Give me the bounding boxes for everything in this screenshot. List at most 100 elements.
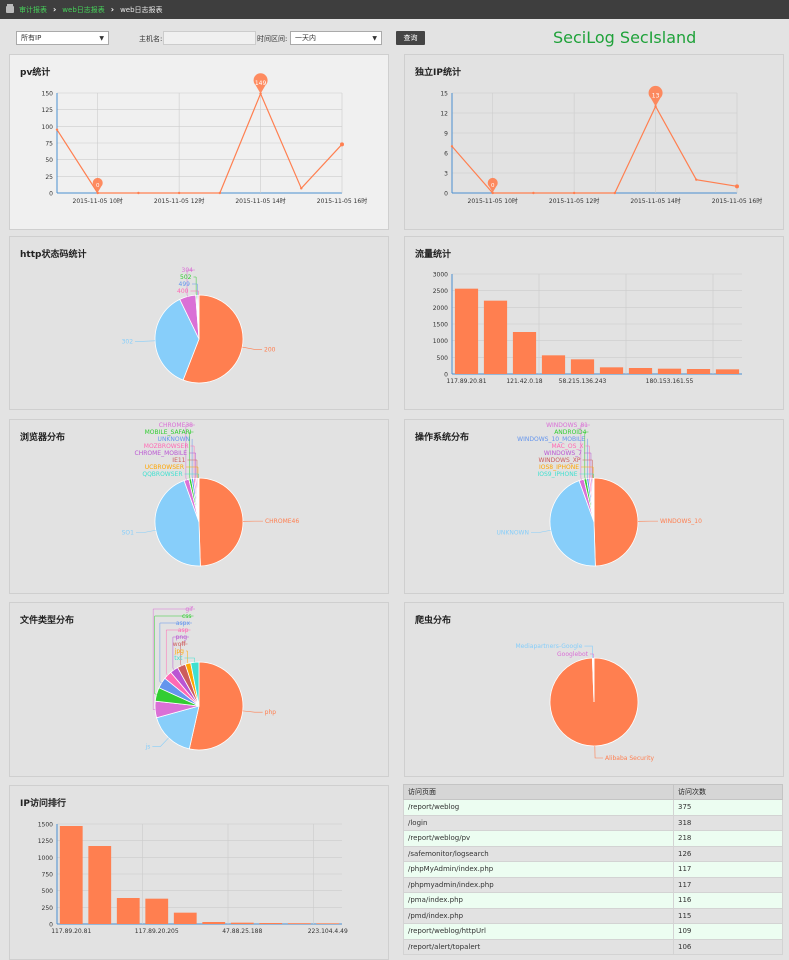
panel-title: 流量统计 [415,250,452,260]
y-tick-label: 1500 [433,322,448,329]
brand-logo-text: SeciLog SecIsland [553,28,697,47]
slice-label: js [145,744,151,751]
panel-title: 爬虫分布 [415,616,452,626]
source-select-value: 所有IP [21,34,42,42]
slice-label: WINDOWS_10 [660,518,702,525]
y-tick-label: 50 [45,157,53,164]
y-tick-label: 1250 [38,838,53,845]
table-cell-page[interactable]: /login [403,814,674,831]
slice-label: UNKNOWN [497,529,529,536]
slice-label: MOBILE_SAFARI [145,429,192,436]
label-leader [192,283,198,296]
column-header-page[interactable]: 访问页面 [403,784,674,800]
table-cell-page[interactable]: /report/weblog/pv [403,830,674,847]
pie-slice [593,477,639,567]
source-select[interactable]: 所有IP ▼ [16,31,109,45]
x-tick-label: 58.215.136.243 [559,378,607,385]
y-tick-label: 1000 [433,338,448,345]
slice-label: WINDOWS_XP [538,457,580,464]
label-leader [530,529,551,533]
table-cell-page[interactable]: /report/weblog/httpUrl [403,923,674,940]
label-leader [187,459,198,479]
label-leader [584,452,592,479]
label-leader [594,745,604,759]
os-panel: 操作系统分布 WINDOWS_10 UNKNOWN WINDOWS_81 ANDROI… [404,419,784,594]
table-row: /pma/index.php 116 [403,892,783,909]
slice-label: QQBROWSER [142,471,182,478]
x-tick-label: 2015-11-05 14时 [630,197,680,205]
label-leader [580,424,590,480]
table-cell-count: 117 [673,876,783,893]
data-point [218,191,222,195]
slice-label: UCBROWSER [145,464,184,471]
slice-label: php [265,709,277,716]
status-panel: http状态码统计 200 302 304 502 499 400 [9,236,389,410]
data-point [137,191,140,195]
breadcrumb-item-weblog[interactable]: web日志报表 [62,5,105,14]
table-cell-page[interactable]: /pmd/index.php [403,907,674,924]
y-tick-label: 2500 [433,288,448,295]
y-tick-label: 100 [42,124,54,131]
table-cell-page[interactable]: /phpmyadmin/index.php [403,876,674,893]
slice-label: 502 [180,274,192,281]
uip-panel: 独立IP统计 0 3 6 9 12 15 2015-11-05 10时 2015-11-05 … [404,54,784,230]
os-pie-chart: WINDOWS_10UNKNOWNWINDOWS_81ANDROID4WINDO… [497,422,702,567]
label-leader [579,473,594,479]
host-input[interactable] [163,31,256,45]
table-cell-page[interactable]: /report/alert/topalert [403,938,674,955]
table-cell-page[interactable]: /phpMyAdmin/index.php [403,861,674,878]
data-point [177,191,181,195]
breadcrumb-item-audit[interactable]: 审计报表 [19,5,47,14]
data-point [300,187,303,190]
label-leader [190,290,199,296]
data-point [259,92,262,95]
period-label: 时间区间: [257,35,288,43]
table-cell-page[interactable]: /report/weblog [403,799,674,816]
label-leader [184,473,199,479]
query-button[interactable]: 查询 [396,31,425,45]
browser-pie-chart: CHROME46 SO1 CHROME38MOBILE_SAFARIUNKNOWNM… [122,422,299,567]
slice-label: 304 [182,267,194,274]
x-tick-label: 2015-11-05 14时 [235,197,285,205]
period-select[interactable]: 一天内 ▼ [290,31,382,45]
label-leader [189,431,194,479]
label-leader [190,445,195,479]
table-cell-page[interactable]: /pma/index.php [403,892,674,909]
panel-title: http状态码统计 [20,250,87,260]
label-leader [135,529,156,533]
browser-panel: 浏览器分布 CHROME46 SO1 CHROME38 MOBILE_SAFARI UN… [9,419,389,594]
pie-slice [154,480,201,567]
slice-label: 400 [177,288,189,295]
data-point [532,191,535,195]
bar [657,368,682,374]
pv-panel: pv统计 0 25 50 75 100 125 150 2015-11-05 10时 2015-… [9,54,389,230]
slice-label: woff [173,641,187,648]
chevron-right-icon: › [110,5,115,14]
marker-label: 13 [652,92,660,99]
table-cell-page[interactable]: /safemonitor/logsearch [403,845,674,862]
table-cell-count: 218 [673,830,783,847]
data-point [96,191,99,195]
period-select-value: 一天内 [295,34,316,42]
slice-label: CHROME_MOBILE [135,450,188,457]
crawler-panel: 爬虫分布 Alibaba Security Mediapartners-Googl… [404,602,784,777]
column-header-count[interactable]: 访问次数 [673,784,783,800]
marker-label: 0 [491,183,495,189]
x-tick-label: 2015-11-05 16时 [317,197,367,205]
table-cell-count: 375 [673,799,783,816]
bar [145,898,169,924]
table-row: /report/weblog 375 [403,799,783,816]
slice-label: 302 [122,338,134,345]
x-tick-label: 117.89.20.81 [446,378,486,385]
label-leader [242,710,263,713]
traffic-bar-chart: 0 500 1000 1500 2000 2500 3000 117.89.20.81 121.… [433,272,742,385]
slice-label: WINDOWS_81 [546,422,588,429]
label-leader [154,615,194,695]
bar [541,355,566,374]
bar [599,367,624,374]
panel-title: 独立IP统计 [415,68,461,78]
chevron-down-icon: ▼ [99,34,104,42]
y-tick-label: 750 [42,872,54,879]
chevron-right-icon: › [53,5,57,14]
label-leader [582,459,593,479]
